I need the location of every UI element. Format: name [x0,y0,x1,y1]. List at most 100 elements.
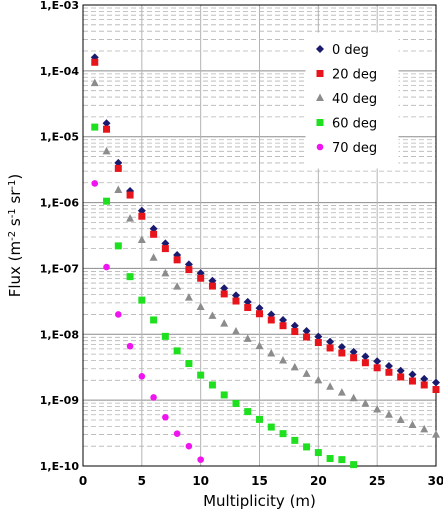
data-point [173,430,181,437]
data-point [138,296,146,304]
data-point [255,341,264,350]
legend-label: 70 deg [332,141,377,156]
data-point [279,430,287,438]
data-point [290,321,299,330]
data-point [384,410,393,418]
data-point [173,256,181,264]
data-point [267,316,275,324]
data-point [185,442,193,450]
y-tick-labels: 1,E-03 1,E-04 1,E-05 1,E-06 1,E-07 1,E-08 1,E-… [40,0,80,473]
data-point [361,399,370,407]
data-point [350,354,358,362]
data-point [291,328,299,336]
data-point [384,361,393,370]
data-point [232,297,240,305]
data-point [197,456,204,463]
data-point [326,344,334,352]
data-point [432,430,440,438]
series-40-deg [90,78,440,438]
legend-item: 70 deg [316,141,377,156]
data-point [90,78,99,87]
data-point [197,371,205,379]
data-point [114,242,122,250]
legend-label: 60 deg [332,117,377,132]
data-point [338,349,346,357]
data-point [162,413,169,421]
data-point [197,274,205,282]
data-point [279,355,288,364]
data-point [114,158,123,167]
data-point [244,304,252,312]
data-point [208,381,216,389]
legend-marker [316,45,324,53]
data-point [314,339,322,347]
data-point [373,405,382,413]
data-point [103,263,110,271]
data-point [126,191,134,199]
data-point [220,284,229,293]
y-axis-text: ) [6,174,24,180]
data-point [138,212,146,220]
data-point [290,362,299,371]
legend-label: 20 deg [332,68,377,83]
y-tick-label: 1,E-05 [40,131,79,144]
data-point [267,423,275,431]
data-point [314,375,323,384]
legend: 0 deg 20 deg 40 deg 60 deg 70 deg [305,32,399,169]
data-point [114,185,123,194]
data-point [243,297,252,306]
data-points [90,53,440,469]
data-point [126,214,135,222]
data-point [114,164,122,172]
data-point [302,369,311,377]
y-tick-label: 1,E-10 [40,460,80,473]
data-point [208,311,217,319]
legend-marker [316,70,324,77]
data-point [91,123,99,131]
data-point [137,235,146,244]
y-tick-label: 1,E-09 [40,394,79,407]
data-point [161,268,170,277]
data-point [420,424,429,433]
legend-item: 0 deg [316,43,369,58]
y-tick-label: 1,E-08 [40,328,79,341]
legend-label: 40 deg [332,92,377,107]
x-tick-label: 5 [138,474,146,488]
data-point [326,454,334,462]
y-tick-label: 1,E-04 [40,65,80,78]
data-point [256,310,263,318]
legend-marker [316,119,324,126]
data-point [303,333,311,341]
data-point [314,332,323,341]
data-point [244,408,252,416]
data-point [256,415,263,423]
legend-marker [316,93,324,101]
y-axis-text: sr [6,189,24,209]
data-point [373,364,381,372]
y-axis-text: Flux (m [6,241,24,297]
data-point [232,399,240,407]
y-axis-exponent: -2 [7,231,18,241]
data-point [220,290,228,298]
x-tick-label: 20 [310,474,327,488]
x-axis-title: Multiplicity (m) [203,492,316,510]
data-point [208,282,216,290]
data-point [255,304,264,313]
x-tick-label: 15 [251,474,268,488]
data-point [173,347,181,355]
data-point [337,343,346,352]
y-axis-text: s [6,218,24,231]
data-point [161,245,169,253]
legend-item: 40 deg [316,92,377,107]
data-point [150,394,157,401]
data-point [432,386,440,394]
data-point [396,415,405,423]
series-70-deg [91,180,204,463]
data-point [291,436,299,444]
y-tick-label: 1,E-07 [40,262,79,275]
data-point [231,291,240,300]
x-tick-label: 30 [428,474,443,488]
y-tick-label: 1,E-06 [40,197,80,210]
data-point [173,282,182,290]
